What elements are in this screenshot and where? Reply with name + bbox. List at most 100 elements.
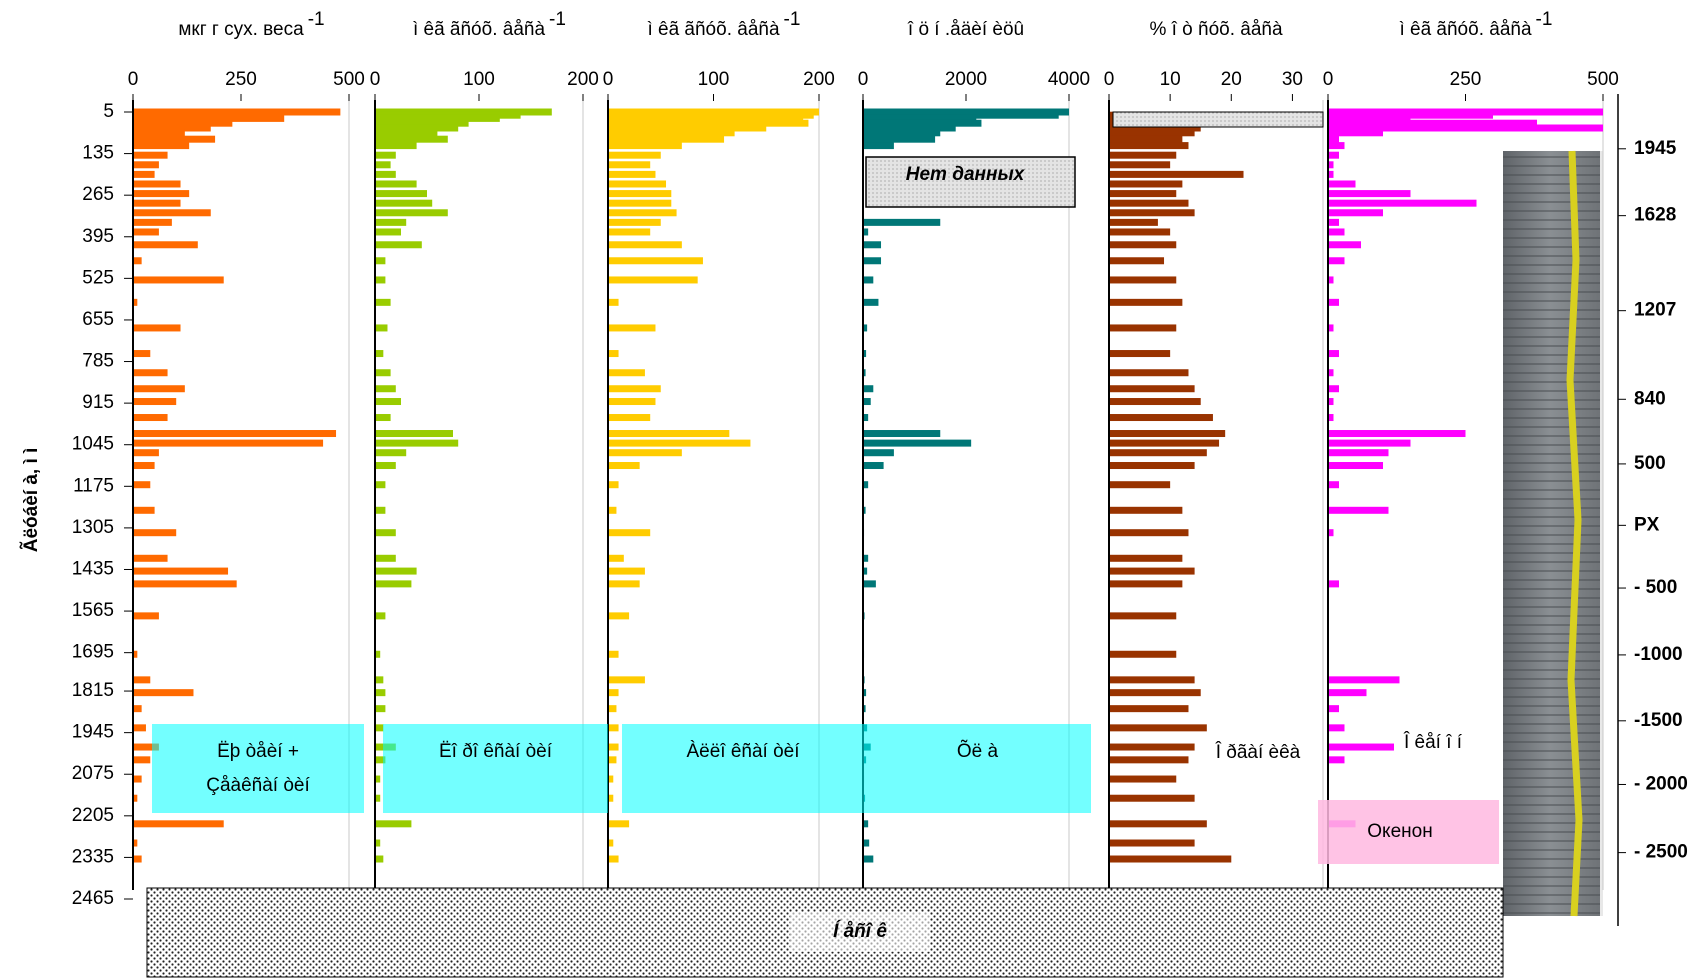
bar xyxy=(133,689,193,696)
bar xyxy=(375,324,387,331)
x-tick-label: 0 xyxy=(603,69,614,90)
bar xyxy=(608,350,619,357)
bar xyxy=(863,142,894,149)
annotation-box xyxy=(383,724,608,813)
bar xyxy=(1328,152,1339,159)
bar xyxy=(863,385,873,392)
bar xyxy=(375,219,406,226)
bar xyxy=(375,228,401,235)
bar xyxy=(608,612,629,619)
y2-tick-label: 840 xyxy=(1634,388,1666,409)
x-tick-label: 500 xyxy=(333,69,365,90)
bar xyxy=(133,449,159,456)
bar xyxy=(375,398,401,405)
bar xyxy=(133,369,168,376)
bar xyxy=(133,481,150,488)
bar xyxy=(608,856,619,863)
bar xyxy=(1109,299,1182,306)
bar xyxy=(1109,507,1182,514)
bar xyxy=(863,462,884,469)
bar xyxy=(133,257,142,264)
bar xyxy=(1328,299,1339,306)
bar xyxy=(133,241,198,248)
bar xyxy=(1328,228,1345,235)
y2-tick-label: -1500 xyxy=(1634,710,1683,731)
y-tick-label: 1695 xyxy=(72,642,114,663)
bar xyxy=(375,136,448,143)
y-tick-label: 525 xyxy=(82,267,114,288)
bar xyxy=(608,369,645,376)
bar xyxy=(1328,180,1356,187)
bar xyxy=(375,856,383,863)
bar xyxy=(863,580,876,587)
bar xyxy=(863,449,894,456)
panel-title-sup: -1 xyxy=(308,9,325,30)
bar xyxy=(608,462,640,469)
bar xyxy=(1109,612,1176,619)
bar xyxy=(608,507,616,514)
y-tick-label: 2205 xyxy=(72,805,114,826)
bar xyxy=(1328,756,1345,763)
bar xyxy=(1109,241,1176,248)
bar xyxy=(1328,136,1339,143)
bar xyxy=(133,385,185,392)
y2-tick-label: 500 xyxy=(1634,453,1666,474)
bar xyxy=(863,276,873,283)
bar xyxy=(1328,241,1361,248)
x-tick-label: 250 xyxy=(225,69,257,90)
panel-title: ì êã ãñóõ. âåñà xyxy=(413,19,545,40)
y-tick-label: 2465 xyxy=(72,888,114,909)
bar xyxy=(1328,580,1339,587)
bar xyxy=(375,580,411,587)
bar xyxy=(133,440,323,447)
bar xyxy=(133,398,176,405)
y2-tick-label: 1207 xyxy=(1634,300,1676,321)
panel-title: мкг г сух. веса xyxy=(178,19,304,40)
bar xyxy=(1109,651,1176,658)
bar xyxy=(375,161,391,168)
bar xyxy=(1109,856,1231,863)
bar xyxy=(133,200,181,207)
bar xyxy=(1109,129,1195,136)
bar xyxy=(133,612,159,619)
bar xyxy=(1109,276,1176,283)
y2-tick-label: 1628 xyxy=(1634,205,1676,226)
bar xyxy=(608,555,624,562)
bar xyxy=(1109,190,1176,197)
bar xyxy=(133,414,168,421)
bar xyxy=(1109,385,1195,392)
bar xyxy=(608,299,619,306)
bar xyxy=(375,190,427,197)
bar xyxy=(1109,161,1170,168)
bar xyxy=(375,676,383,683)
bar xyxy=(133,276,224,283)
annotation-box xyxy=(864,724,1091,813)
bar xyxy=(608,676,645,683)
bar xyxy=(608,529,650,536)
bar xyxy=(133,129,185,136)
panel-title: % î ò ñóõ. âåñà xyxy=(1149,19,1283,40)
bar xyxy=(375,129,437,136)
bar xyxy=(133,568,228,575)
bar xyxy=(1328,440,1411,447)
bar xyxy=(133,462,155,469)
x-tick-label: 250 xyxy=(1450,69,1482,90)
bar xyxy=(1328,705,1339,712)
core-image xyxy=(1503,151,1603,916)
bar xyxy=(133,529,176,536)
core-photo xyxy=(1503,151,1603,916)
y2-tick-label: 1945 xyxy=(1634,138,1677,159)
bar xyxy=(133,219,172,226)
bar xyxy=(608,744,619,751)
bar xyxy=(1109,152,1176,159)
bar xyxy=(608,136,724,143)
bar xyxy=(1109,555,1182,562)
y-tick-label: 1565 xyxy=(72,600,114,621)
bar xyxy=(608,481,619,488)
bar xyxy=(1109,440,1219,447)
bar xyxy=(608,129,735,136)
annotation-box xyxy=(152,724,364,813)
bar xyxy=(375,385,396,392)
bar xyxy=(133,580,237,587)
bar xyxy=(1109,257,1164,264)
